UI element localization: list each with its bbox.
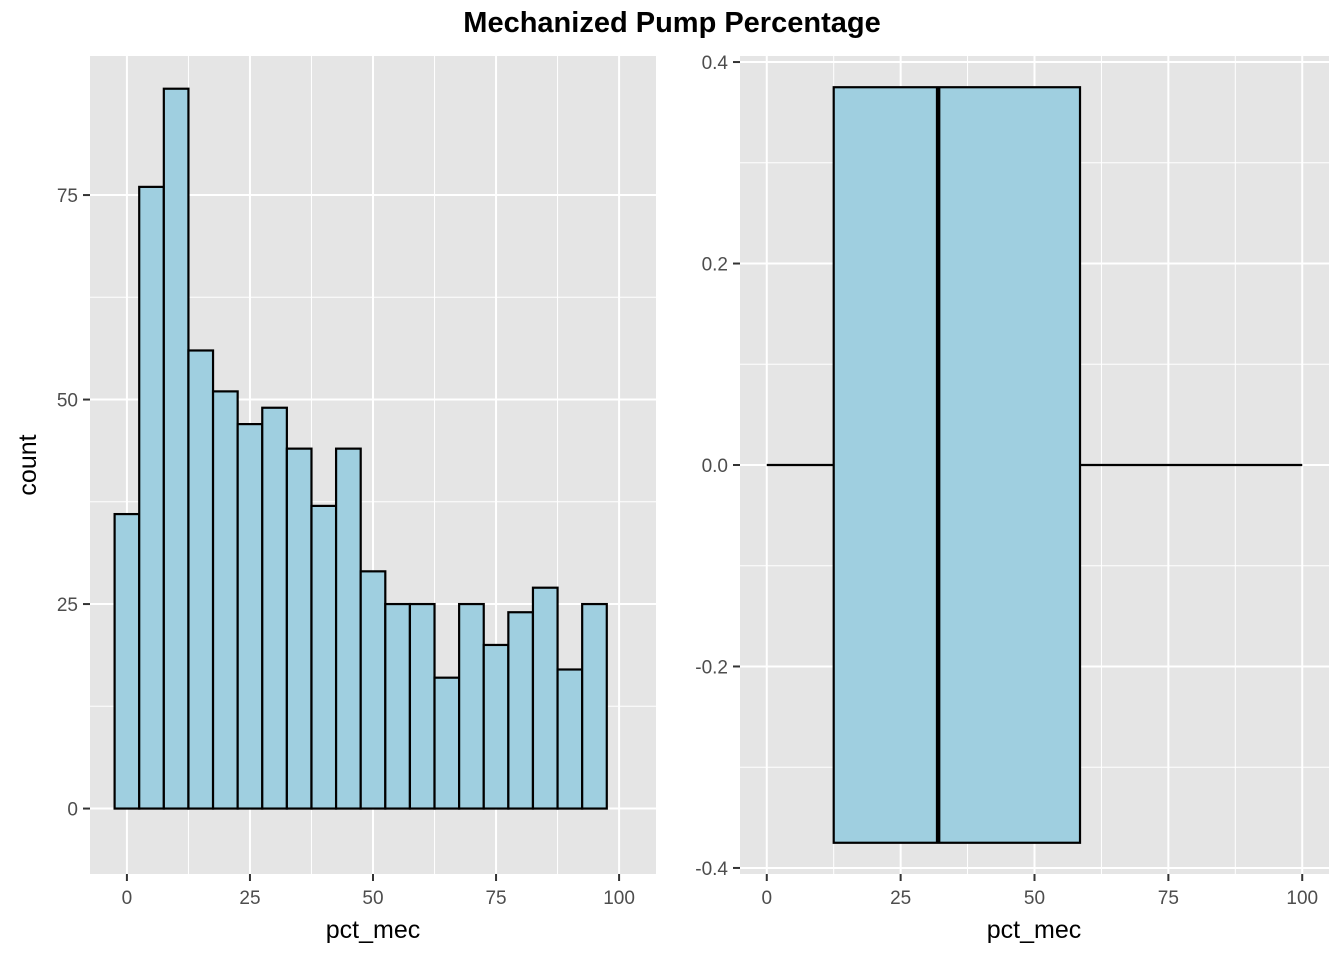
histogram-y-tick-label: 75 xyxy=(57,186,78,207)
boxplot-x-tick-label: 50 xyxy=(1024,888,1045,909)
boxplot-y-tick-label: 0.0 xyxy=(702,456,728,477)
histogram-x-tick-label: 100 xyxy=(603,888,635,909)
histogram-chart: 0 25 50 75 0 25 50 75 100 pct_mec count xyxy=(14,56,656,944)
histogram-x-axis: 0 25 50 75 100 xyxy=(122,874,635,909)
histogram-y-tick-label: 50 xyxy=(57,391,78,412)
boxplot-y-axis: 0.4 0.2 0.0 -0.2 -0.4 xyxy=(695,53,740,880)
histogram-y-tick-label: 0 xyxy=(67,800,78,821)
histogram-bar xyxy=(531,586,559,810)
boxplot-x-axis-title: pct_mec xyxy=(987,916,1081,944)
histogram-bar xyxy=(113,512,141,810)
boxplot-chart: 0.4 0.2 0.0 -0.2 -0.4 0 25 50 75 100 pct_mec xyxy=(695,53,1329,944)
boxplot-x-axis: 0 25 50 75 100 xyxy=(761,874,1318,909)
histogram-bar xyxy=(458,602,485,810)
histogram-bar xyxy=(310,504,338,810)
histogram-bar xyxy=(482,643,510,810)
histogram-bar xyxy=(261,406,288,810)
histogram-x-tick-label: 0 xyxy=(122,888,133,909)
histogram-bars xyxy=(113,87,608,810)
histogram-bar xyxy=(211,390,239,810)
boxplot-box xyxy=(832,86,1082,844)
histogram-x-tick-label: 50 xyxy=(362,888,383,909)
histogram-bar xyxy=(187,349,215,810)
histogram-y-tick-label: 25 xyxy=(57,595,78,616)
histogram-bar xyxy=(556,668,584,810)
boxplot-x-tick-label: 25 xyxy=(890,888,911,909)
histogram-bar xyxy=(408,602,436,810)
histogram-x-tick-label: 75 xyxy=(485,888,506,909)
boxplot-x-tick-label: 0 xyxy=(761,888,772,909)
histogram-bar xyxy=(359,570,387,810)
histogram-bar xyxy=(507,611,535,810)
histogram-y-axis: 0 25 50 75 xyxy=(57,186,90,821)
boxplot-x-tick-label: 75 xyxy=(1158,888,1179,909)
histogram-bar xyxy=(285,447,313,810)
histogram-bar xyxy=(138,185,165,810)
boxplot-x-tick-label: 100 xyxy=(1286,888,1318,909)
boxplot-y-tick-label: -0.4 xyxy=(695,859,728,880)
histogram-bar xyxy=(581,602,608,810)
histogram-x-axis-title: pct_mec xyxy=(326,916,420,944)
histogram-bar xyxy=(236,423,264,810)
histogram-y-axis-title: count xyxy=(14,434,42,495)
histogram-x-tick-label: 25 xyxy=(239,888,260,909)
page-title: Mechanized Pump Percentage xyxy=(463,7,880,39)
boxplot-y-tick-label: -0.2 xyxy=(695,657,728,678)
boxplot-y-tick-label: 0.4 xyxy=(702,53,729,74)
boxplot-y-tick-label: 0.2 xyxy=(702,255,728,276)
histogram-bar xyxy=(384,602,412,810)
histogram-bar xyxy=(433,676,461,810)
boxplot-marks xyxy=(766,86,1303,844)
histogram-bar xyxy=(334,447,362,810)
histogram-bar xyxy=(162,87,190,810)
